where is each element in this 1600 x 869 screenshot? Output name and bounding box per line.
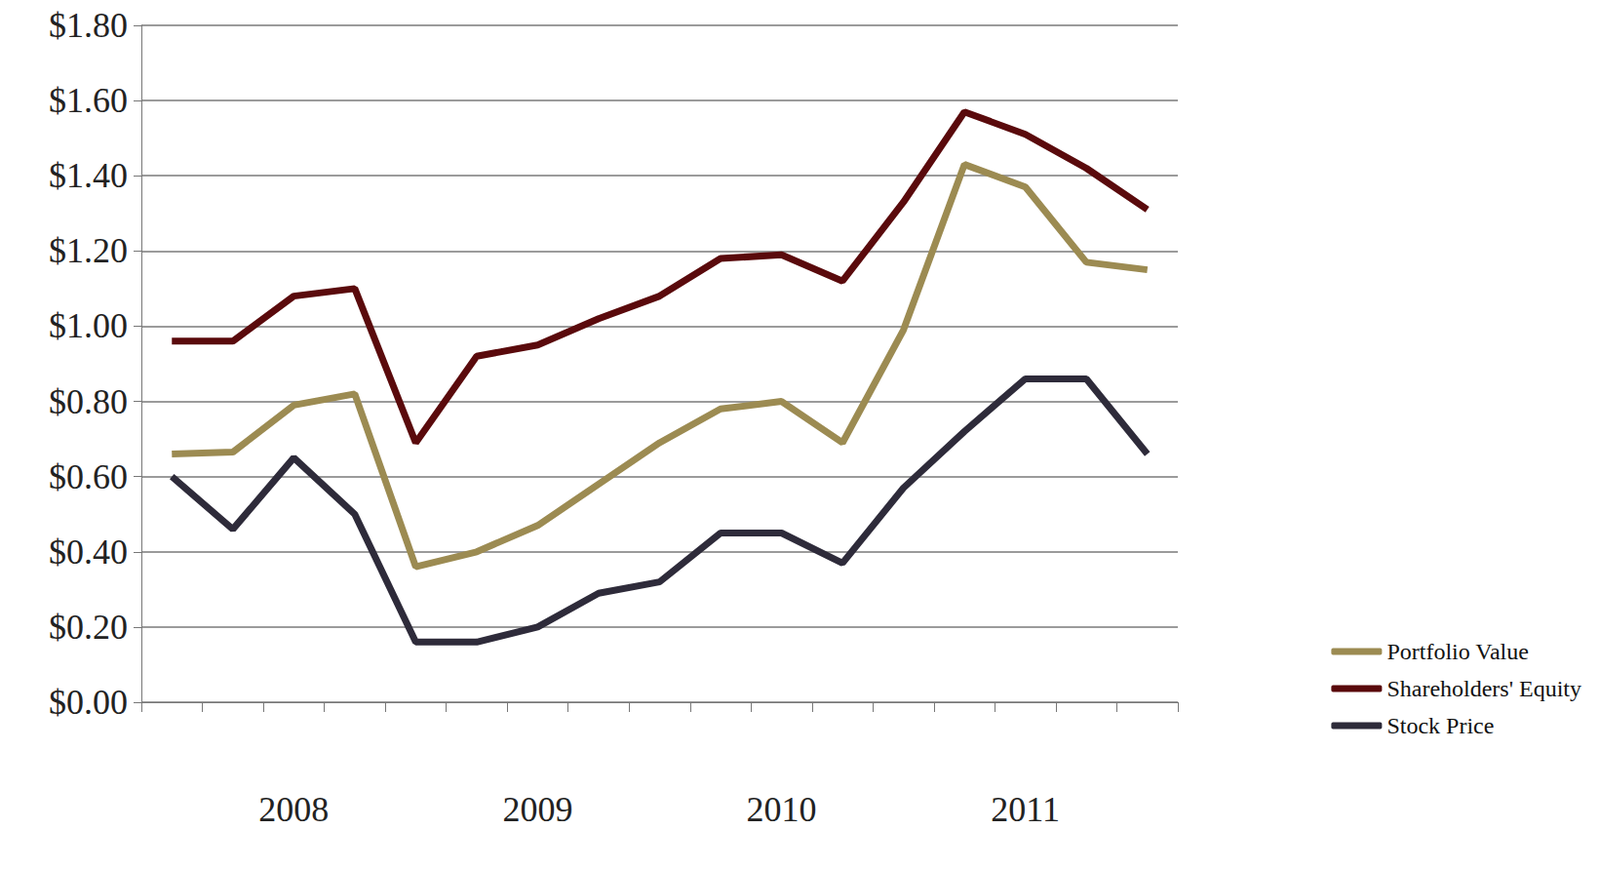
svg-text:$1.40: $1.40 <box>48 156 128 196</box>
svg-text:$1.00: $1.00 <box>48 306 128 346</box>
svg-text:$1.20: $1.20 <box>48 231 128 271</box>
svg-text:$1.80: $1.80 <box>48 5 128 45</box>
svg-text:2011: 2011 <box>990 789 1060 829</box>
svg-text:$0.60: $0.60 <box>48 457 128 497</box>
svg-text:Portfolio Value: Portfolio Value <box>1386 638 1529 664</box>
svg-text:Shareholders' Equity: Shareholders' Equity <box>1386 675 1582 702</box>
svg-text:2008: 2008 <box>258 789 329 829</box>
svg-text:$0.00: $0.00 <box>48 682 128 722</box>
svg-text:$0.80: $0.80 <box>48 382 128 422</box>
svg-text:$0.40: $0.40 <box>48 532 128 572</box>
svg-text:2010: 2010 <box>746 789 818 829</box>
svg-text:2009: 2009 <box>502 789 573 829</box>
svg-text:$0.20: $0.20 <box>48 607 128 647</box>
svg-text:$1.60: $1.60 <box>48 80 128 120</box>
svg-text:Stock Price: Stock Price <box>1386 712 1494 739</box>
